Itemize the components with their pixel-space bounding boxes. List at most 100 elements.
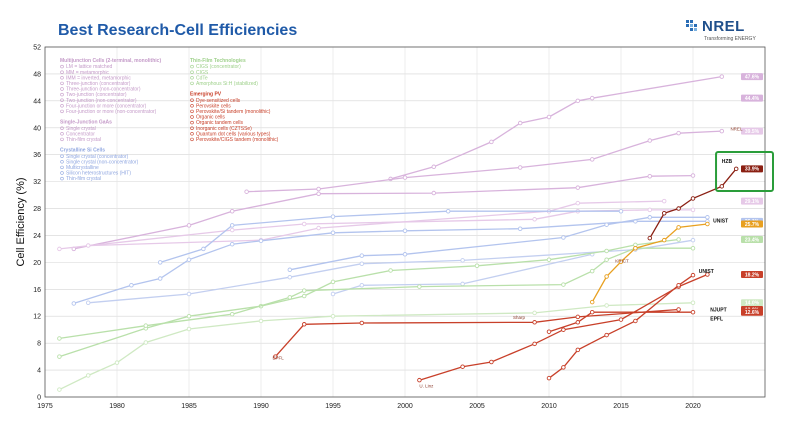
data-point (719, 184, 725, 189)
record-badges: 47.6%44.4%39.5%33.9%29.1%26.1%25.7%23.4%… (741, 73, 763, 316)
data-point (186, 291, 192, 297)
y-tick-label: 36 (33, 152, 41, 159)
data-point (690, 300, 696, 306)
data-point (647, 173, 653, 179)
data-point (604, 303, 609, 308)
data-point (676, 225, 681, 230)
data-point (301, 221, 307, 227)
data-point (460, 281, 465, 287)
data-point (589, 268, 595, 274)
data-point (287, 295, 293, 300)
y-tick-label: 24 (33, 233, 41, 240)
data-point (589, 95, 595, 101)
legend-item: Thin-film crystal (66, 176, 101, 182)
data-point (517, 226, 523, 231)
data-point (676, 206, 681, 211)
legend-marker (60, 70, 64, 74)
series-line (73, 174, 694, 250)
data-point (157, 276, 163, 281)
data-point (633, 245, 638, 251)
record-badge-value: 39.5% (745, 129, 760, 135)
nrel-logo: NREL Transforming ENERGY (686, 18, 770, 48)
data-point (575, 185, 581, 190)
legend-marker (60, 132, 64, 136)
data-point (388, 268, 393, 273)
data-point (676, 130, 681, 136)
data-point (604, 274, 609, 279)
data-point (604, 222, 609, 227)
legend-heading: Thin-Film Technologies (190, 58, 246, 64)
legend-item: Single crystal (non-concentrator) (66, 159, 139, 165)
x-tick-label: 2015 (613, 403, 629, 410)
x-tick-label: 2005 (469, 403, 485, 410)
legend-item: Concentrator (66, 131, 95, 137)
data-point (705, 215, 710, 220)
legend-marker (60, 165, 64, 170)
data-point (647, 138, 653, 143)
legend-item: Four-junction or more (non-concentrator) (66, 109, 157, 115)
data-point (676, 237, 681, 242)
data-point (417, 377, 422, 383)
data-point (546, 257, 552, 262)
legend-marker (190, 81, 194, 86)
y-tick-label: 8 (37, 341, 41, 348)
data-point (229, 208, 235, 214)
record-badge (741, 197, 763, 205)
data-point (690, 272, 696, 278)
series-line (59, 247, 693, 340)
legend-marker (60, 76, 64, 80)
annotation-label: Sharp (513, 315, 526, 320)
data-point (57, 354, 62, 359)
data-point (359, 253, 365, 258)
data-point (618, 208, 624, 214)
data-point (690, 245, 696, 251)
data-point (575, 347, 581, 353)
x-tick-label: 1990 (253, 403, 269, 410)
record-badge-value: 47.6% (745, 74, 760, 80)
data-point (85, 243, 91, 248)
data-point (546, 329, 552, 334)
legend-marker (190, 126, 194, 130)
data-point (301, 322, 307, 327)
chart-annotations: HZB UNIST UNIST NJUPT EPFL KRICT EPFL U. Linz Sh… (273, 126, 743, 388)
data-point (157, 260, 163, 265)
data-point (604, 248, 609, 254)
series-line (59, 302, 694, 391)
record-badge (741, 94, 763, 102)
legend-heading: Multijunction Cells (2-terminal, monolit… (60, 58, 161, 64)
chart-grid (44, 46, 766, 398)
data-point (690, 173, 696, 178)
data-point (561, 235, 566, 240)
data-point (647, 207, 653, 213)
legend-item: Four-junction or more (concentrator) (66, 103, 147, 109)
chart-title: Best Research-Cell Efficiencies (58, 22, 298, 39)
data-point (532, 320, 537, 325)
series-line (274, 308, 679, 358)
data-point (532, 341, 537, 347)
data-point (561, 365, 566, 370)
data-point (719, 128, 725, 134)
data-point (561, 327, 566, 332)
data-point (330, 279, 336, 285)
legend-marker (60, 81, 64, 86)
record-highlight-box (715, 151, 774, 193)
legend-item: IMM = inverted, metamorphic (66, 75, 131, 81)
legend-marker (190, 132, 194, 136)
legend-heading: Emerging PV (190, 92, 222, 98)
data-point (129, 283, 134, 288)
data-point (489, 359, 494, 365)
data-point (719, 74, 725, 79)
series-line (88, 200, 665, 247)
data-point (330, 230, 336, 236)
data-point (229, 241, 235, 247)
data-point (316, 191, 321, 196)
data-point (229, 311, 235, 317)
legend-item: CdTe (196, 75, 208, 81)
data-point (546, 114, 552, 120)
data-point (705, 272, 710, 277)
legend-item: Amorphous Si:H (stabilized) (196, 81, 258, 87)
record-badge (741, 271, 763, 278)
data-point (733, 166, 739, 172)
data-point (186, 223, 192, 228)
legend-marker (60, 109, 64, 114)
